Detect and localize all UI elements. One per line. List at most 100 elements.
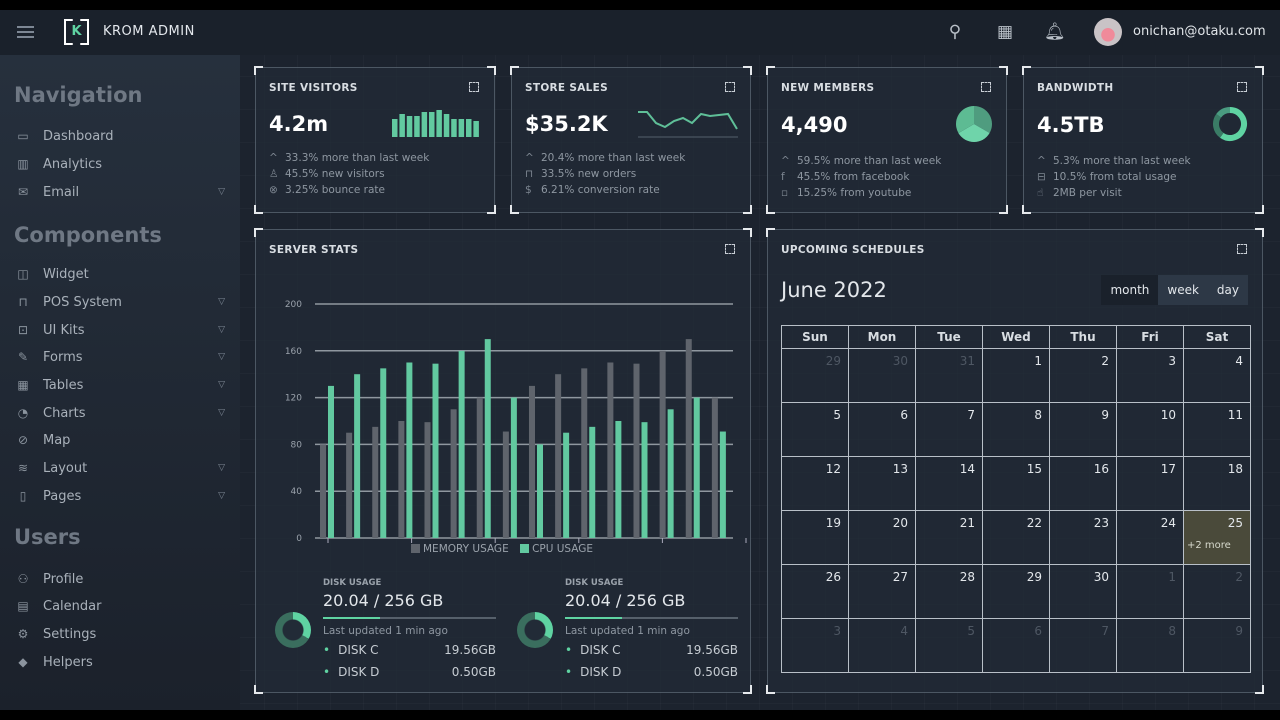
calendar-day[interactable]: 30 [1049, 564, 1117, 619]
disk-row: • DISK C 19.56GB [565, 643, 738, 657]
caret-down-icon[interactable]: ▽ [218, 380, 225, 390]
more-events-link[interactable]: +2 more [1187, 540, 1231, 551]
calendar-day[interactable]: 7 [1049, 618, 1117, 673]
search-icon[interactable]: ⚲ [948, 22, 962, 42]
day-number: 9 [1101, 408, 1109, 422]
brand-name: KROM ADMIN [103, 24, 195, 39]
view-week-button[interactable]: week [1167, 283, 1199, 297]
calendar-week-row: 19 20 21 22 23 24 25 +2 more [781, 510, 1251, 565]
calendar-day[interactable]: 2 [1049, 348, 1117, 403]
sidebar-item-label: Settings [43, 626, 97, 642]
sidebar-item-map[interactable]: ⊘ Map [15, 430, 225, 450]
calendar-day[interactable]: 8 [1116, 618, 1184, 673]
caret-down-icon[interactable]: ▽ [218, 187, 225, 197]
sidebar-item-profile[interactable]: ⚇ Profile [15, 569, 225, 589]
sidebar-item-tables[interactable]: ▦ Tables ▽ [15, 375, 225, 395]
calendar-day[interactable]: 12 [781, 456, 849, 511]
sidebar-item-dashboard[interactable]: ▭ Dashboard [15, 126, 225, 146]
calendar-day[interactable]: 17 [1116, 456, 1184, 511]
calendar-day[interactable]: 6 [982, 618, 1050, 673]
calendar-day[interactable]: 10 [1116, 402, 1184, 457]
day-number: 3 [1168, 354, 1176, 368]
sidebar-item-analytics[interactable]: ▥ Analytics [15, 154, 225, 174]
sidebar-item-forms[interactable]: ✎ Forms ▽ [15, 347, 225, 367]
calendar-day[interactable]: 3 [781, 618, 849, 673]
sidebar-item-helpers[interactable]: ◆ Helpers [15, 652, 225, 672]
calendar-day[interactable]: 15 [982, 456, 1050, 511]
calendar-day[interactable]: 19 [781, 510, 849, 565]
caret-down-icon[interactable]: ▽ [218, 491, 225, 501]
calendar-day[interactable]: 14 [915, 456, 983, 511]
calendar-day[interactable]: 26 [781, 564, 849, 619]
memory-usage-bar [711, 397, 718, 538]
calendar-day[interactable]: 16 [1049, 456, 1117, 511]
calendar-day[interactable]: 6 [848, 402, 916, 457]
calendar-day[interactable]: 11 [1183, 402, 1251, 457]
calendar-day[interactable]: 9 [1183, 618, 1251, 673]
sidebar-item-pos-system[interactable]: ⊓ POS System ▽ [15, 292, 225, 312]
calendar-day[interactable]: 18 [1183, 456, 1251, 511]
sidebar-item-layout[interactable]: ≋ Layout ▽ [15, 458, 225, 478]
calendar-day[interactable]: 7 [915, 402, 983, 457]
calendar-day[interactable]: 29 [781, 348, 849, 403]
calendar-day[interactable]: 1 [982, 348, 1050, 403]
calendar-day[interactable]: 5 [781, 402, 849, 457]
calendar-day[interactable]: 8 [982, 402, 1050, 457]
calendar-day[interactable]: 4 [848, 618, 916, 673]
table-icon: ▦ [17, 378, 29, 392]
user-email[interactable]: onichan@otaku.com [1133, 24, 1266, 39]
calendar-day[interactable]: 25 +2 more [1183, 510, 1251, 565]
sidebar-item-calendar[interactable]: ▤ Calendar [15, 596, 225, 616]
expand-icon[interactable] [469, 82, 479, 92]
caret-down-icon[interactable]: ▽ [218, 325, 225, 335]
calendar-day[interactable]: 5 [915, 618, 983, 673]
calendar-day[interactable]: 3 [1116, 348, 1184, 403]
sidebar-item-email[interactable]: ✉ Email ▽ [15, 182, 225, 202]
calendar-day[interactable]: 13 [848, 456, 916, 511]
grid-icon[interactable]: ▦ [996, 22, 1014, 42]
sidebar-item-label: Analytics [43, 156, 103, 172]
calendar-day[interactable]: 20 [848, 510, 916, 565]
caret-down-icon[interactable]: ▽ [218, 463, 225, 473]
calendar-day[interactable]: 21 [915, 510, 983, 565]
calendar-day[interactable]: 2 [1183, 564, 1251, 619]
logo[interactable]: K [64, 19, 89, 45]
caret-down-icon[interactable]: ▽ [218, 408, 225, 418]
expand-icon[interactable] [981, 82, 991, 92]
card-stat-text: 59.5% more than last week [797, 155, 942, 167]
caret-down-icon[interactable]: ▽ [218, 352, 225, 362]
sidebar-item-charts[interactable]: ◔ Charts ▽ [15, 403, 225, 423]
caret-down-icon[interactable]: ▽ [218, 297, 225, 307]
calendar-day[interactable]: 27 [848, 564, 916, 619]
sidebar-item-pages[interactable]: ▯ Pages ▽ [15, 486, 225, 506]
calendar-day[interactable]: 22 [982, 510, 1050, 565]
calendar-day[interactable]: 30 [848, 348, 916, 403]
day-number: 6 [900, 408, 908, 422]
card-stat: $6.21% conversion rate [525, 184, 660, 196]
view-day-button[interactable]: day [1216, 283, 1239, 297]
calendar-day[interactable]: 9 [1049, 402, 1117, 457]
calendar-day[interactable]: 28 [915, 564, 983, 619]
card-stat: ⊗ 3.25% bounce rate [269, 184, 385, 196]
avatar[interactable] [1094, 18, 1122, 46]
calendar-day[interactable]: 4 [1183, 348, 1251, 403]
calendar-day[interactable]: 23 [1049, 510, 1117, 565]
weekday-header: Mon [848, 325, 916, 349]
sidebar-item-widget[interactable]: ◫ Widget [15, 264, 225, 284]
calendar-day[interactable]: 1 [1116, 564, 1184, 619]
expand-icon[interactable] [725, 244, 735, 254]
expand-icon[interactable] [725, 82, 735, 92]
bell-icon[interactable]: 🔔︎ [1044, 22, 1066, 42]
sidebar-item-ui-kits[interactable]: ⊡ UI Kits ▽ [15, 320, 225, 340]
menu-icon[interactable] [17, 26, 34, 38]
calendar-day[interactable]: 29 [982, 564, 1050, 619]
calendar-day[interactable]: 31 [915, 348, 983, 403]
card-stat-text: 6.21% conversion rate [541, 184, 660, 196]
view-month-button[interactable]: month [1101, 275, 1159, 305]
sidebar-item-settings[interactable]: ⚙ Settings [15, 624, 225, 644]
disk-updated: Last updated 1 min ago [323, 625, 448, 637]
expand-icon[interactable] [1237, 82, 1247, 92]
calendar-day[interactable]: 24 [1116, 510, 1184, 565]
expand-icon[interactable] [1237, 244, 1247, 254]
card-title: SERVER STATS [269, 244, 359, 256]
